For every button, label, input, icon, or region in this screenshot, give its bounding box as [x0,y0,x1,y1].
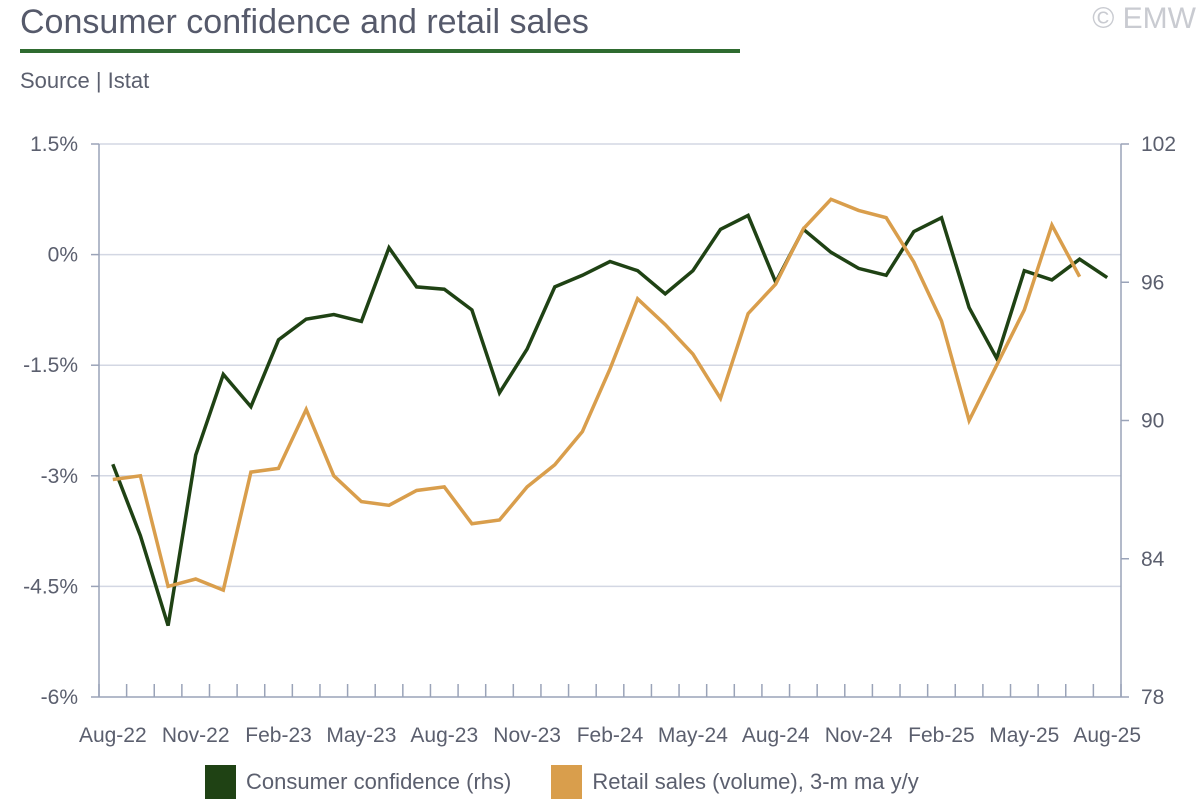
x-tick-label: Aug-24 [742,724,810,747]
axes [91,143,1129,698]
y-right-tick-label: 102 [1141,133,1176,156]
series-line-consumer-confidence [111,212,1109,627]
legend-swatch-retail-sales [551,765,583,799]
y-right-tick-label: 90 [1141,410,1164,433]
x-tick-label: Aug-23 [410,724,478,747]
x-tick-label: May-24 [658,724,728,747]
x-tick-label: Nov-22 [162,724,230,747]
line-chart: 1.5% 0% -1.5% -3% -4.5% -6% 102 96 90 84 78 Aug-22 N… [23,133,1176,747]
y-left-tick-label: 0% [48,244,78,267]
x-tick-label: Nov-23 [493,724,561,747]
x-tick-label: Aug-22 [79,724,147,747]
y-left-tick-label: -3% [41,465,78,488]
legend-swatch-consumer-confidence [205,765,236,799]
y-right-tick-label: 96 [1141,271,1164,294]
x-tick-label: May-25 [989,724,1059,747]
legend-label-consumer-confidence: Consumer confidence (rhs) [246,769,512,794]
chart-title: Consumer confidence and retail sales [20,3,589,41]
y-left-tick-label: -1.5% [23,354,78,377]
x-tick-label: May-23 [326,724,396,747]
legend-item-retail-sales: Retail sales (volume), 3-m ma y/y [551,765,919,799]
copyright-watermark: © EMW [1092,2,1196,35]
x-tick-label: Feb-24 [577,724,644,747]
y-right-tick-label: 78 [1141,686,1164,709]
x-axis-ticks [98,684,1122,697]
legend-item-consumer-confidence: Consumer confidence (rhs) [205,765,511,799]
legend-label-retail-sales: Retail sales (volume), 3-m ma y/y [592,769,919,794]
data-series [111,197,1109,627]
source-label: Source | Istat [20,68,150,93]
axis-labels: 1.5% 0% -1.5% -3% -4.5% -6% 102 96 90 84 78 Aug-22 N… [23,133,1176,747]
x-tick-label: Nov-24 [825,724,893,747]
x-tick-label: Aug-25 [1073,724,1141,747]
series-line-retail-sales [112,197,1082,593]
x-tick-label: Feb-23 [245,724,312,747]
x-tick-label: Feb-25 [908,724,975,747]
y-left-tick-label: 1.5% [30,133,78,156]
y-left-tick-label: -4.5% [23,575,78,598]
y-left-tick-label: -6% [41,686,78,709]
legend: Consumer confidence (rhs) Retail sales (… [205,765,919,799]
y-right-tick-label: 84 [1141,548,1165,571]
title-underline [20,49,740,53]
